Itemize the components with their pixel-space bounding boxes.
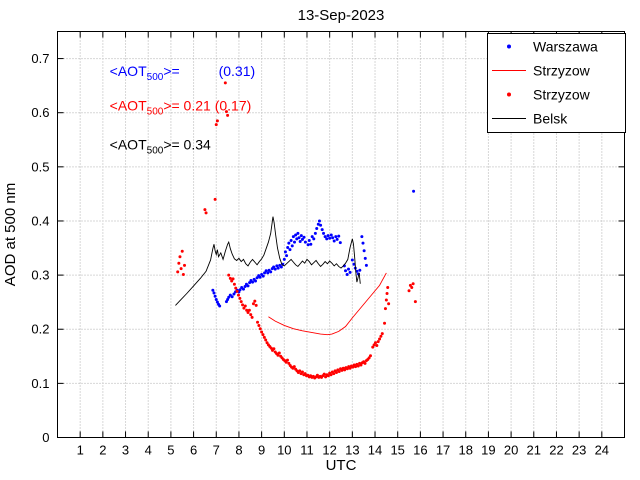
x-tick-label: 17: [436, 443, 450, 458]
y-tick-label: 0.2: [31, 322, 49, 337]
y-tick-label: 0.7: [31, 51, 49, 66]
annotation-pre: <AOT: [110, 137, 147, 153]
legend-label-strzyzow-line: Strzyzow: [533, 63, 591, 79]
x-tick-label: 14: [368, 443, 382, 458]
annotation-subscript: 500: [147, 107, 164, 118]
annotation-post: >= 0.21 (0.17): [163, 98, 251, 114]
legend-box: [487, 33, 626, 133]
x-tick-label: 7: [213, 443, 220, 458]
chart-title: 13-Sep-2023: [298, 7, 385, 24]
annotation-post: >= 0.34: [163, 137, 211, 153]
legend-label-warszawa: Warszawa: [533, 39, 598, 55]
x-tick-label: 20: [504, 443, 518, 458]
legend-markers: [492, 44, 526, 119]
x-tick-label: 18: [459, 443, 473, 458]
x-axis-label: UTC: [326, 457, 357, 474]
annotation-post: >= (0.31): [163, 63, 255, 79]
x-tick-label: 6: [190, 443, 197, 458]
legend-label-strzyzow-points: Strzyzow: [533, 87, 591, 103]
x-tick-label: 9: [258, 443, 265, 458]
series-line-strzyzow: [268, 272, 387, 336]
y-tick-label: 0.1: [31, 376, 49, 391]
y-tick-label: 0.4: [31, 213, 49, 228]
legend-label-belsk: Belsk: [533, 111, 568, 127]
x-tick-label: 5: [167, 443, 174, 458]
x-tick-label: 16: [413, 443, 427, 458]
series-line-belsk: [175, 216, 361, 306]
x-tick-label: 3: [122, 443, 129, 458]
axis-ticks: 1 2 3 4 5 6 7 8 9 10 11 12 13 14 15 16 17 18 19 20 21 22 23 240…: [31, 31, 625, 458]
x-tick-label: 21: [527, 443, 541, 458]
series-points-strzyzow: [176, 81, 417, 380]
annotation-subscript: 500: [147, 146, 164, 157]
x-tick-label: 24: [595, 443, 609, 458]
series-layer: [175, 81, 417, 380]
plot-border: [57, 31, 625, 438]
x-tick-label: 10: [277, 443, 291, 458]
annotation-subscript: 500: [147, 72, 164, 83]
x-tick-label: 11: [300, 443, 314, 458]
x-tick-label: 23: [572, 443, 586, 458]
x-tick-label: 19: [481, 443, 495, 458]
x-tick-label: 1: [77, 443, 84, 458]
annotation-warszawa-mean: <AOT500>= (0.31): [110, 63, 255, 83]
x-tick-label: 2: [99, 443, 106, 458]
x-tick-label: 13: [345, 443, 359, 458]
annotation-pre: <AOT: [110, 63, 147, 79]
y-tick-label: 0.5: [31, 159, 49, 174]
y-axis-label: AOD at 500 nm: [2, 183, 19, 286]
x-tick-label: 8: [235, 443, 242, 458]
x-tick-label: 15: [390, 443, 404, 458]
annotation-strzyzow-mean: <AOT500>= 0.21 (0.17): [110, 98, 252, 118]
series-points-warszawa: [211, 189, 416, 308]
annotation-belsk-mean: <AOT500>= 0.34: [110, 137, 211, 157]
y-tick-label: 0: [42, 430, 49, 445]
y-tick-label: 0.3: [31, 268, 49, 283]
x-tick-label: 22: [549, 443, 563, 458]
x-tick-label: 12: [322, 443, 336, 458]
y-tick-label: 0.6: [31, 105, 49, 120]
legend: Warszawa Strzyzow Strzyzow Belsk: [487, 33, 626, 133]
x-tick-label: 4: [145, 443, 152, 458]
annotation-pre: <AOT: [110, 98, 147, 114]
